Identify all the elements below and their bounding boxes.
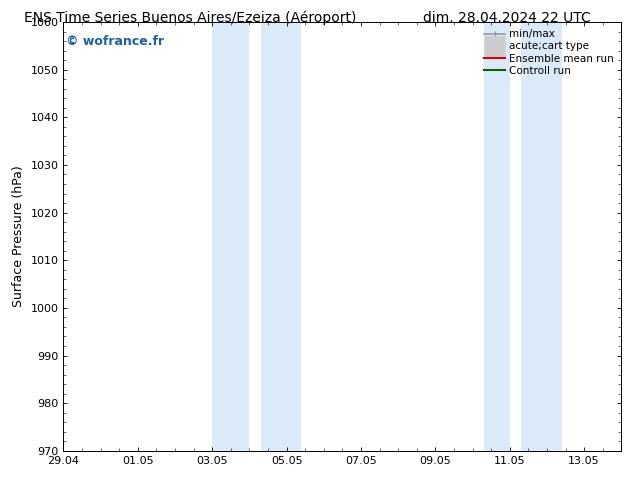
Bar	[484, 22, 510, 451]
Legend: min/max, acute;cart type, Ensemble mean run, Controll run: min/max, acute;cart type, Ensemble mean …	[480, 25, 618, 80]
Text: © wofrance.fr: © wofrance.fr	[66, 35, 164, 48]
Bar	[521, 22, 562, 451]
Bar	[261, 22, 301, 451]
Text: dim. 28.04.2024 22 UTC: dim. 28.04.2024 22 UTC	[424, 11, 591, 25]
Y-axis label: Surface Pressure (hPa): Surface Pressure (hPa)	[12, 166, 25, 307]
Text: ENS Time Series Buenos Aires/Ezeiza (Aéroport): ENS Time Series Buenos Aires/Ezeiza (Aér…	[24, 11, 356, 25]
Bar	[212, 22, 249, 451]
